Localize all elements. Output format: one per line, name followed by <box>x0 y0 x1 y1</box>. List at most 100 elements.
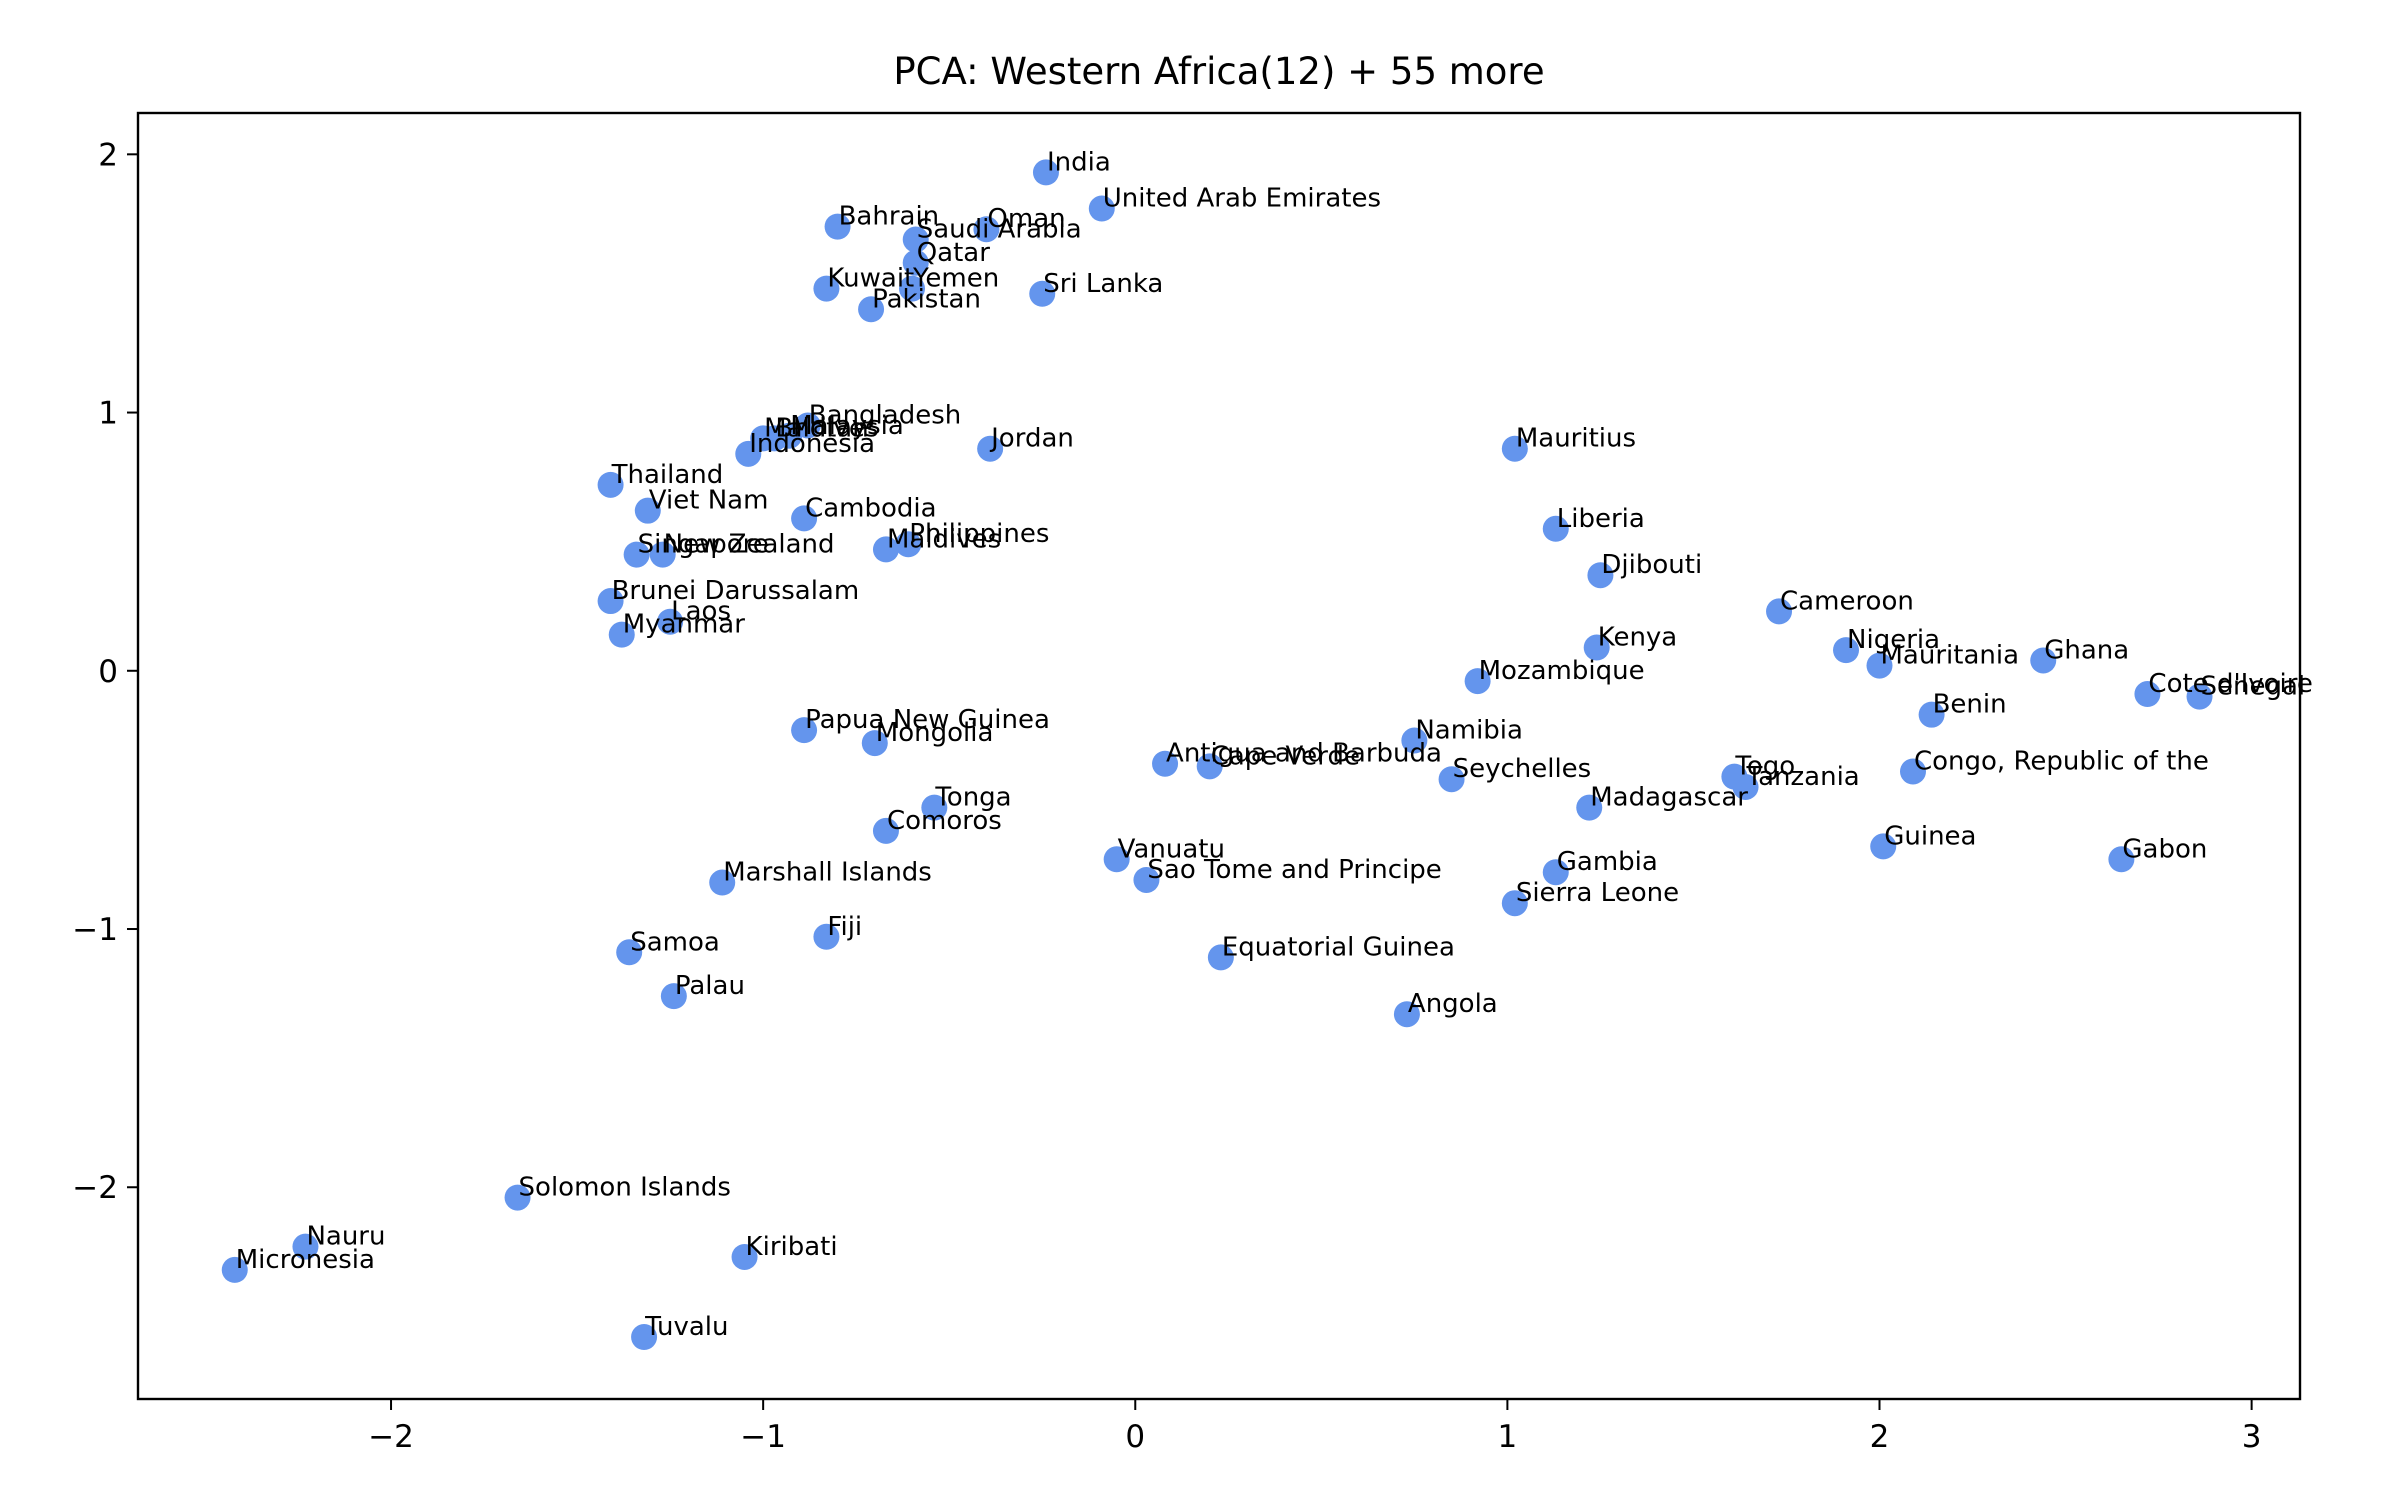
points-layer <box>221 159 2213 1351</box>
data-point <box>858 296 885 323</box>
data-point <box>895 531 922 558</box>
data-point <box>902 226 929 253</box>
data-point <box>1870 833 1897 860</box>
point-label: Gambia <box>1557 847 1658 877</box>
point-label: Equatorial Guinea <box>1222 932 1455 962</box>
data-point <box>1196 753 1223 780</box>
point-label: Bhutan <box>775 413 868 443</box>
point-label: Papua New Guinea <box>805 705 1050 735</box>
point-label: Oman <box>987 204 1065 234</box>
point-label: Guinea <box>1884 821 1976 851</box>
data-point <box>1583 634 1610 661</box>
chart-title: PCA: Western Africa(12) + 55 more <box>893 50 1544 93</box>
point-label: Namibia <box>1415 716 1523 746</box>
point-label: Sri Lanka <box>1043 269 1163 299</box>
data-point <box>1103 846 1130 873</box>
y-tick-label: 0 <box>98 654 118 690</box>
data-point <box>292 1233 319 1260</box>
data-point <box>597 588 624 615</box>
point-label: Marshall Islands <box>723 858 932 888</box>
x-tick-label: 3 <box>2242 1419 2262 1455</box>
point-label: Mauritius <box>1516 424 1636 454</box>
data-point <box>709 869 736 896</box>
point-label: Mozambique <box>1479 656 1645 686</box>
point-label: Maldives <box>887 524 1001 554</box>
data-point <box>2030 647 2057 674</box>
data-point <box>872 536 899 563</box>
point-label: Mongolia <box>876 718 994 748</box>
point-label: Pakistan <box>872 284 981 314</box>
point-label: Micronesia <box>236 1245 375 1275</box>
point-label: Cape Verde <box>1211 741 1360 771</box>
point-label: Myanmar <box>623 610 745 640</box>
point-label: Congo, Republic of the <box>1914 746 2209 776</box>
data-point <box>623 541 650 568</box>
data-point <box>1088 195 1115 222</box>
point-label: Angola <box>1408 989 1498 1019</box>
y-tick-label: 1 <box>98 396 118 432</box>
point-label: Fiji <box>827 912 862 942</box>
data-point <box>813 923 840 950</box>
data-point <box>221 1256 248 1283</box>
point-label: Nauru <box>306 1222 385 1252</box>
point-label: Senegal <box>2201 672 2306 702</box>
point-label: Madagascar <box>1590 783 1748 813</box>
point-label: Saudi Arabia <box>917 215 1082 245</box>
point-label: Ghana <box>2044 635 2129 665</box>
data-point <box>634 497 661 524</box>
data-point <box>791 505 818 532</box>
x-tick-label: 1 <box>1498 1419 1518 1455</box>
data-point <box>731 1243 758 1270</box>
point-label: Gabon <box>2122 834 2207 864</box>
point-label: India <box>1047 147 1111 177</box>
data-point <box>1732 773 1759 800</box>
point-label: Solomon Islands <box>519 1173 731 1203</box>
point-label: Laos <box>671 597 731 627</box>
data-point <box>660 983 687 1010</box>
point-labels-layer: India United Arab Emirates Bahrain OmanSaud… <box>236 147 2313 1342</box>
point-label: Cameroon <box>1780 586 1914 616</box>
point-label: Antigua and Barbuda <box>1166 739 1442 769</box>
data-point <box>1501 435 1528 462</box>
point-label: Tuvalu <box>644 1312 728 1342</box>
point-label: Comoros <box>887 806 1002 836</box>
data-point <box>791 717 818 744</box>
point-label: Benin <box>1933 690 2007 720</box>
plot-frame <box>136 111 2302 1401</box>
x-tick-label: −1 <box>740 1419 786 1455</box>
point-label: Bahrain <box>839 202 940 232</box>
data-point <box>899 275 926 302</box>
data-point <box>735 440 762 467</box>
data-point <box>1029 280 1056 307</box>
data-point <box>1401 727 1428 754</box>
data-point <box>649 541 676 568</box>
point-label: Yemen <box>912 264 999 294</box>
point-label: Bangladesh <box>809 400 961 430</box>
data-point <box>597 471 624 498</box>
data-point <box>861 730 888 757</box>
data-point <box>1464 668 1491 695</box>
data-point <box>824 213 851 240</box>
data-point <box>761 425 788 452</box>
point-label: Nigeria <box>1847 625 1940 655</box>
point-label: Malaysia <box>790 411 904 441</box>
data-point <box>977 435 1004 462</box>
point-label: Seychelles <box>1453 754 1592 784</box>
point-label: Kuwait <box>827 264 914 294</box>
data-point <box>1833 637 1860 664</box>
data-point <box>1542 515 1569 542</box>
y-tick-label: −2 <box>72 1170 118 1206</box>
point-label: Sierra Leone <box>1516 878 1679 908</box>
point-label: Djibouti <box>1601 550 1702 580</box>
point-label: Palau <box>675 971 745 1001</box>
point-label: Kiribati <box>746 1232 838 1262</box>
data-point <box>1133 866 1160 893</box>
point-label: Cote d'Ivoire <box>2148 669 2312 699</box>
x-tick-label: −2 <box>368 1419 414 1455</box>
data-point <box>1501 890 1528 917</box>
data-point <box>1576 794 1603 821</box>
data-point <box>1899 758 1926 785</box>
y-tick-label: −1 <box>72 912 118 948</box>
data-point <box>616 939 643 966</box>
data-point <box>1587 562 1614 589</box>
